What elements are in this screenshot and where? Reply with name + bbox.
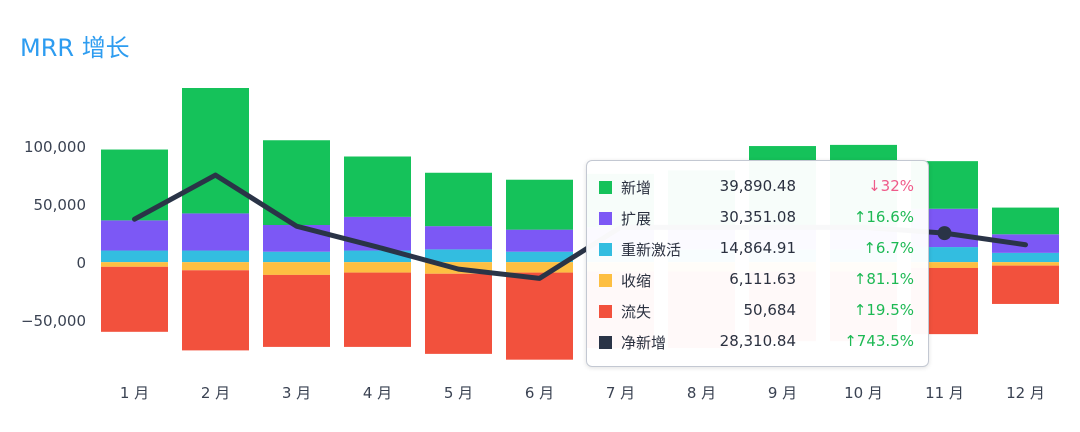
tooltip-row-new: 新增 39,890.48 ↓32% [587, 173, 928, 204]
tooltip-value: 28,310.84 [719, 332, 796, 350]
x-tick-label: 3 月 [282, 384, 311, 402]
bar-segment [911, 262, 978, 268]
y-tick-label: 50,000 [34, 196, 87, 214]
bar-segment [425, 249, 492, 263]
bar-segment [344, 262, 411, 273]
bar-segment [182, 250, 249, 263]
bar-segment [992, 265, 1059, 304]
chart-title: MRR 增长 [20, 34, 130, 62]
tooltip-change: ↑743.5% [844, 332, 914, 350]
bar-segment [101, 262, 168, 267]
swatch-churn [599, 305, 612, 318]
bar-segment [506, 262, 573, 273]
bar-segment [506, 251, 573, 263]
bar-segment [263, 262, 330, 275]
x-tick-label: 9 月 [768, 384, 797, 402]
bar-segment [263, 274, 330, 347]
tooltip-label: 收缩 [621, 272, 652, 290]
bar-segment [425, 226, 492, 250]
tooltip-row-reactivation: 重新激活 14,864.91 ↑6.7% [587, 235, 928, 266]
tooltip-value: 14,864.91 [719, 239, 796, 257]
bar-segment [263, 225, 330, 252]
bar-segment [506, 229, 573, 252]
bar-segment [263, 251, 330, 263]
swatch-new [599, 181, 612, 194]
tooltip-row-net-new: 净新增 28,310.84 ↑743.5% [587, 328, 928, 359]
x-tick-label: 5 月 [444, 384, 473, 402]
tooltip-label: 新增 [621, 179, 652, 197]
x-tick-label: 2 月 [201, 384, 230, 402]
bar-segment [101, 250, 168, 263]
tooltip-change: ↑19.5% [853, 301, 914, 319]
tooltip-change: ↓32% [868, 177, 914, 195]
tooltip-row-contraction: 收缩 6,111.63 ↑81.1% [587, 266, 928, 297]
bar-segment [992, 207, 1059, 235]
tooltip-label: 扩展 [621, 210, 652, 228]
bar-segment [425, 172, 492, 227]
bar-segment [506, 272, 573, 360]
tooltip-value: 30,351.08 [719, 208, 796, 226]
bar-segment [182, 262, 249, 271]
tooltip-change: ↑81.1% [853, 270, 914, 288]
bar-segment [992, 262, 1059, 266]
tooltip: 新增 39,890.48 ↓32% 扩展 30,351.08 ↑16.6% 重新… [586, 160, 929, 367]
bar-segment [101, 220, 168, 251]
y-tick-label: 0 [76, 254, 86, 272]
bar-segment [182, 88, 249, 214]
tooltip-change: ↑16.6% [853, 208, 914, 226]
x-tick-label: 7 月 [606, 384, 635, 402]
y-tick-label: −50,000 [21, 312, 86, 330]
bar-segment [992, 252, 1059, 263]
tooltip-change: ↑6.7% [863, 239, 914, 257]
tooltip-value: 50,684 [743, 301, 797, 319]
tooltip-value: 39,890.48 [719, 177, 796, 195]
bar-segment [344, 272, 411, 347]
highlight-point [937, 226, 952, 241]
bar-segment [344, 156, 411, 217]
bar-segment [182, 213, 249, 251]
bar-segment [101, 149, 168, 221]
tooltip-row-churn: 流失 50,684 ↑19.5% [587, 297, 928, 328]
swatch-contraction [599, 274, 612, 287]
tooltip-value: 6,111.63 [729, 270, 796, 288]
x-tick-label: 8 月 [687, 384, 716, 402]
x-tick-label: 11 月 [925, 384, 964, 402]
x-tick-label: 10 月 [844, 384, 883, 402]
y-tick-label: 100,000 [24, 138, 86, 156]
tooltip-label: 流失 [621, 303, 652, 321]
bar-segment [506, 179, 573, 230]
swatch-net-new [599, 336, 612, 349]
bar-segment [425, 273, 492, 354]
tooltip-row-expansion: 扩展 30,351.08 ↑16.6% [587, 204, 928, 235]
swatch-expansion [599, 212, 612, 225]
x-tick-label: 1 月 [120, 384, 149, 402]
tooltip-label: 重新激活 [621, 241, 682, 259]
x-tick-label: 4 月 [363, 384, 392, 402]
bar-segment [101, 266, 168, 332]
swatch-reactivation [599, 243, 612, 256]
tooltip-label: 净新增 [621, 334, 667, 352]
bar-segment [344, 250, 411, 263]
bar-segment [182, 270, 249, 351]
x-tick-label: 6 月 [525, 384, 554, 402]
x-tick-label: 12 月 [1006, 384, 1045, 402]
